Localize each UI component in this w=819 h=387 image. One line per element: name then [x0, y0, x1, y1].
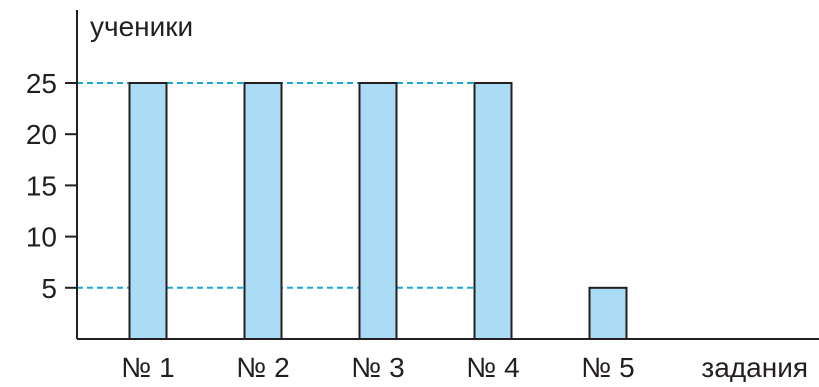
x-tick-label-2: № 2 [236, 352, 289, 382]
x-tick-label-3: № 3 [351, 352, 404, 382]
bars [128, 82, 628, 340]
bar-2 [243, 82, 283, 340]
y-ticks: 5 10 15 20 25 [26, 68, 77, 304]
x-tick-labels: № 1 № 2 № 3 № 4 № 5 [121, 352, 634, 383]
y-tick-label-10: 10 [26, 222, 57, 253]
bar-1 [128, 82, 168, 340]
x-tick-label-5: № 5 [581, 352, 634, 382]
bar-5 [588, 286, 628, 340]
y-tick-label-5: 5 [41, 273, 57, 304]
y-tick-label-15: 15 [26, 170, 57, 201]
x-tick-label-4: № 4 [466, 352, 519, 382]
x-tick-label-1: № 1 [121, 352, 174, 382]
bar-3 [358, 82, 398, 340]
y-tick-label-20: 20 [26, 119, 57, 150]
bar-4 [473, 82, 513, 340]
axes [76, 10, 819, 340]
x-axis-label: задания [701, 352, 808, 382]
y-axis-label: ученики [90, 11, 193, 42]
y-tick-label-25: 25 [26, 68, 57, 99]
